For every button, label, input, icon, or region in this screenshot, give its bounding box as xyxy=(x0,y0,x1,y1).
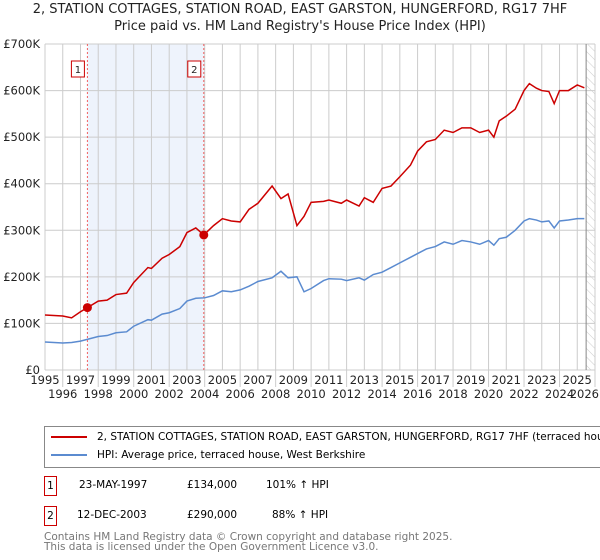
sale-marker-label: 2 xyxy=(44,506,57,526)
sale-marker-label: 2 xyxy=(191,65,197,76)
sale-point xyxy=(82,303,92,313)
legend-item-hpi: HPI: Average price, terraced house, West… xyxy=(51,449,365,461)
x-tick-label: 2022 xyxy=(509,387,538,401)
x-tick-label: 2023 xyxy=(527,373,556,387)
y-tick-label: £100K xyxy=(3,316,40,330)
x-tick-label: 2012 xyxy=(332,387,361,401)
footer-copyright: Contains HM Land Registry data © Crown c… xyxy=(44,531,453,543)
x-tick-label: 2005 xyxy=(208,373,237,387)
x-tick-label: 2013 xyxy=(350,373,379,387)
x-tick-label: 2007 xyxy=(243,373,272,387)
x-tick-label: 2004 xyxy=(190,387,219,401)
x-tick-label: 2025 xyxy=(563,373,592,387)
x-tick-label: 2019 xyxy=(456,373,485,387)
x-tick-label: 1999 xyxy=(101,373,130,387)
x-tick-label: 2006 xyxy=(226,387,255,401)
x-tick-label: 2011 xyxy=(314,373,343,387)
x-tick-label: 2016 xyxy=(403,387,432,401)
legend: 2, STATION COTTAGES, STATION ROAD, EAST … xyxy=(44,426,600,468)
x-tick-label: 2009 xyxy=(279,373,308,387)
chart-title: 2, STATION COTTAGES, STATION ROAD, EAST … xyxy=(32,2,568,17)
forecast-hatch xyxy=(586,44,595,370)
footer-licence: This data is licensed under the Open Gov… xyxy=(44,541,379,553)
legend-label: HPI: Average price, terraced house, West… xyxy=(97,449,366,461)
x-tick-label: 2003 xyxy=(172,373,201,387)
x-tick-label: 2018 xyxy=(438,387,467,401)
series-line xyxy=(44,82,585,319)
red-line-swatch xyxy=(51,436,87,438)
plot-area: 1995199619971998199920002001200220032004… xyxy=(3,37,599,401)
x-tick-label: 2017 xyxy=(421,373,450,387)
x-tick-label: 2008 xyxy=(261,387,290,401)
chart-subtitle: Price paid vs. HM Land Registry's House … xyxy=(114,19,486,34)
x-tick-label: 1996 xyxy=(48,387,77,401)
sale-marker-box xyxy=(187,60,202,78)
y-tick-label: £200K xyxy=(3,270,40,284)
sale-marker-box xyxy=(70,60,85,78)
sale-point xyxy=(199,230,209,240)
y-tick-label: £400K xyxy=(3,177,40,191)
x-tick-label: 1998 xyxy=(84,387,113,401)
sale-price: £134,000 xyxy=(187,479,238,491)
ownership-shade xyxy=(87,44,204,370)
x-tick-label: 2000 xyxy=(119,387,148,401)
sale-date: 23-MAY-1997 xyxy=(79,479,148,491)
y-tick-label: £500K xyxy=(3,130,40,144)
x-tick-label: 2014 xyxy=(367,387,396,401)
legend-label: 2, STATION COTTAGES, STATION ROAD, EAST … xyxy=(97,431,600,443)
legend-item-property: 2, STATION COTTAGES, STATION ROAD, EAST … xyxy=(51,431,600,443)
sale-hpi: 88% ↑ HPI xyxy=(272,509,329,521)
x-tick-label: 1997 xyxy=(66,373,95,387)
x-tick-label: 2021 xyxy=(492,373,521,387)
x-tick-label: 2020 xyxy=(474,387,503,401)
y-tick-label: £300K xyxy=(3,223,40,237)
x-tick-label: 2026 xyxy=(570,387,599,401)
sale-hpi: 101% ↑ HPI xyxy=(266,479,329,491)
y-tick-label: £0 xyxy=(25,363,40,377)
sale-price: £290,000 xyxy=(187,509,238,521)
y-tick-label: £700K xyxy=(3,37,40,51)
sale-marker-label: 1 xyxy=(44,476,57,496)
x-tick-label: 2002 xyxy=(155,387,184,401)
sale-date: 12-DEC-2003 xyxy=(77,509,147,521)
blue-line-swatch xyxy=(51,454,87,456)
x-tick-label: 2015 xyxy=(385,373,414,387)
series-line xyxy=(44,217,585,344)
x-tick-label: 2001 xyxy=(137,373,166,387)
sale-marker-label: 1 xyxy=(75,65,81,76)
x-tick-label: 2024 xyxy=(545,387,574,401)
x-tick-label: 2010 xyxy=(296,387,325,401)
x-tick-label: 1995 xyxy=(30,373,59,387)
y-tick-label: £600K xyxy=(3,84,40,98)
